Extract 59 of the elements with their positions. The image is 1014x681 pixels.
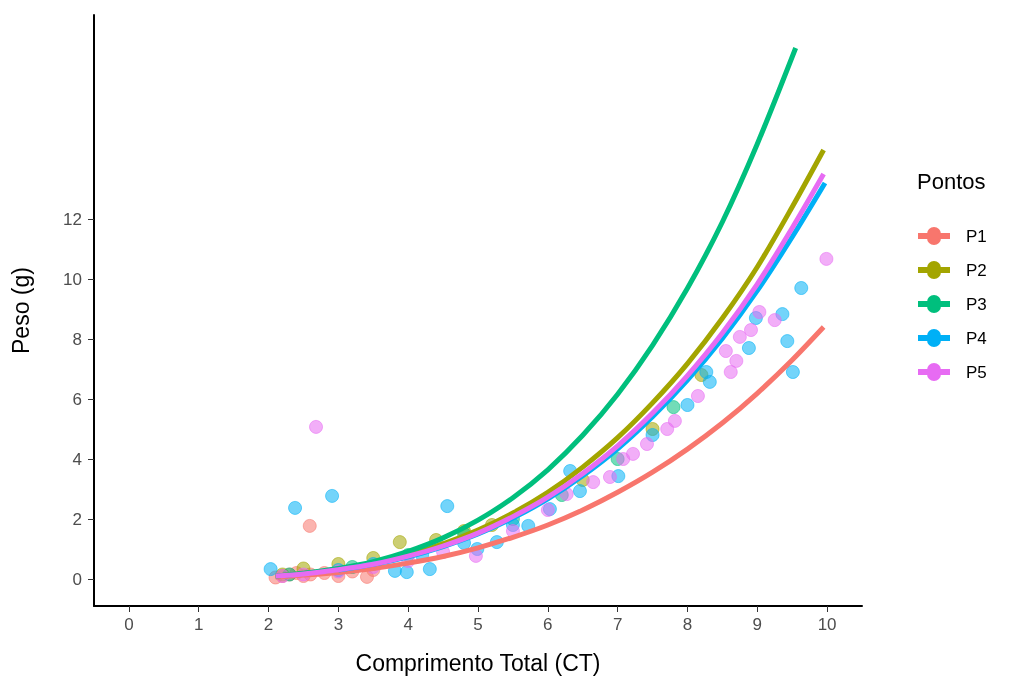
y-tick-label: 4 — [72, 449, 82, 469]
point — [392, 535, 407, 550]
y-tick-label: 2 — [72, 509, 82, 529]
point — [702, 374, 717, 389]
point — [626, 446, 640, 461]
x-tick-label: 0 — [124, 615, 134, 634]
point — [729, 353, 744, 368]
legend-label: P2 — [966, 260, 987, 280]
point — [422, 562, 437, 577]
x-axis-title: Comprimento Total (CT) — [355, 649, 601, 676]
x-tick-label: 7 — [612, 615, 623, 634]
point — [744, 323, 758, 337]
point — [732, 329, 747, 344]
point — [690, 389, 705, 403]
point — [399, 565, 414, 580]
point — [819, 251, 834, 266]
point — [794, 281, 809, 295]
y-tick-label: 0 — [72, 569, 82, 589]
point — [718, 344, 733, 358]
y-axis-title: Peso (g) — [7, 267, 34, 354]
point — [667, 413, 682, 428]
point — [302, 518, 317, 533]
y-tick-label: 10 — [63, 269, 82, 289]
point — [586, 475, 601, 490]
point — [602, 470, 617, 484]
x-tick-label: 2 — [263, 615, 274, 634]
y-tick-label: 8 — [72, 329, 82, 349]
x-tick-label: 6 — [543, 615, 553, 634]
legend-label: P4 — [966, 328, 987, 348]
legend-label: P1 — [966, 226, 987, 246]
point — [263, 562, 278, 577]
point — [785, 365, 800, 379]
y-tick-label: 12 — [63, 209, 82, 229]
point — [680, 398, 695, 412]
point — [752, 305, 767, 319]
point — [616, 452, 631, 466]
legend-label: P3 — [966, 294, 987, 314]
point — [741, 341, 756, 355]
x-tick-label: 4 — [403, 615, 413, 634]
legend-title: Pontos — [917, 168, 986, 194]
x-tick-label: 8 — [682, 615, 693, 634]
x-tick-label: 3 — [333, 615, 344, 634]
point — [309, 419, 324, 434]
point — [325, 488, 340, 503]
point — [440, 499, 455, 514]
point — [639, 437, 654, 451]
point — [666, 400, 681, 415]
legend-label: P5 — [966, 362, 987, 382]
y-tick-label: 6 — [72, 389, 82, 409]
point — [288, 500, 303, 515]
point — [767, 313, 782, 328]
point — [572, 484, 587, 499]
x-tick-label: 9 — [752, 615, 763, 634]
point — [723, 365, 738, 379]
point — [780, 334, 795, 349]
x-tick-label: 5 — [473, 615, 483, 634]
x-tick-label: 10 — [817, 615, 837, 634]
point — [660, 422, 675, 436]
x-tick-label: 1 — [193, 615, 204, 634]
